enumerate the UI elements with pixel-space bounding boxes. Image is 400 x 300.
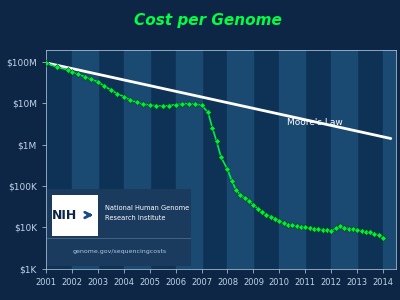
Bar — [176, 50, 202, 268]
Bar — [331, 50, 357, 268]
Bar — [279, 50, 305, 268]
Text: Moore's Law: Moore's Law — [287, 118, 343, 127]
Text: National Human Genome: National Human Genome — [105, 205, 189, 211]
Text: Cost per Genome: Cost per Genome — [134, 14, 282, 28]
Bar — [72, 50, 98, 268]
Text: Research Institute: Research Institute — [105, 215, 165, 221]
Text: NIH: NIH — [52, 208, 77, 221]
FancyBboxPatch shape — [52, 195, 98, 236]
Text: genome.gov/sequencingcosts: genome.gov/sequencingcosts — [72, 249, 166, 254]
Bar — [228, 50, 254, 268]
Bar — [383, 50, 400, 268]
Bar — [124, 50, 150, 268]
